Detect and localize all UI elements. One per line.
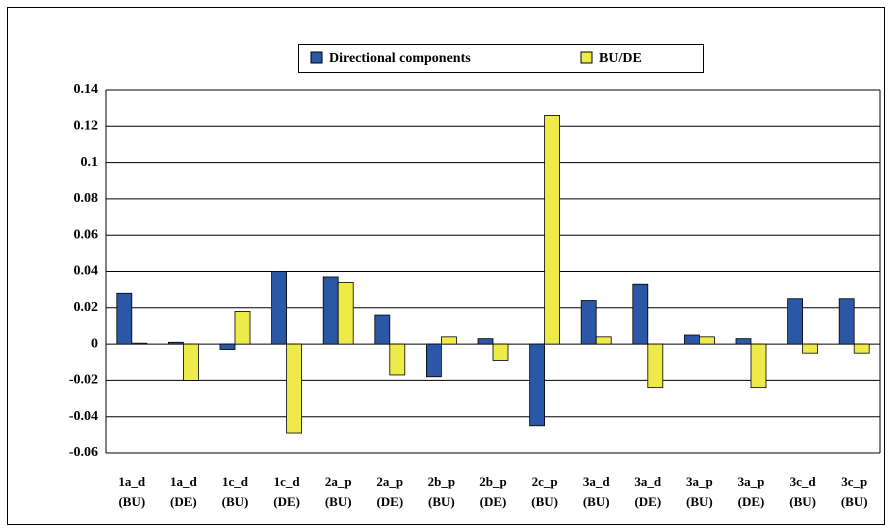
bar — [750, 343, 767, 389]
x-tick-label: 2a_p (BU) — [324, 474, 352, 509]
x-tick-label: 3a_d (DE) — [634, 474, 662, 509]
bar — [234, 311, 251, 345]
legend-marker — [580, 51, 593, 64]
x-tick-label: 1a_d (DE) — [170, 474, 197, 509]
bar — [182, 343, 199, 381]
x-tick-label: 1c_d (DE) — [273, 474, 300, 509]
bar — [802, 343, 818, 354]
y-tick-label: 0.1 — [81, 155, 99, 170]
bar — [787, 298, 803, 345]
bar — [219, 343, 236, 350]
bar — [632, 283, 649, 345]
x-tick-label: 3a_p (DE) — [737, 474, 765, 509]
bar — [425, 343, 442, 378]
bar — [853, 343, 870, 354]
y-tick-label: -0.04 — [69, 409, 98, 424]
bar — [440, 336, 457, 345]
x-tick-label: 3a_d (BU) — [582, 474, 610, 509]
y-tick-label: -0.02 — [69, 373, 98, 388]
x-tick-label: 2b_p (BU) — [427, 474, 456, 509]
bar — [529, 343, 545, 427]
bar — [838, 298, 855, 345]
x-tick-label: 3c_p (BU) — [840, 474, 868, 509]
y-tick-label: 0.12 — [74, 119, 99, 134]
bar — [492, 343, 509, 361]
chart-border — [7, 7, 885, 525]
x-tick-label: 3c_d (BU) — [789, 474, 816, 509]
legend-box — [298, 44, 704, 73]
x-tick-label: 2b_p (DE) — [479, 474, 507, 509]
bar — [699, 336, 715, 345]
bar — [116, 292, 133, 345]
bar — [374, 314, 391, 345]
bar — [580, 300, 597, 345]
bar — [647, 343, 664, 389]
bar — [544, 115, 560, 345]
y-tick-label: -0.06 — [69, 445, 98, 460]
y-tick-label: 0.06 — [74, 227, 99, 242]
bar — [389, 343, 406, 376]
y-tick-label: 0.14 — [74, 82, 99, 97]
x-tick-label: 1c_d (BU) — [221, 474, 249, 509]
bar — [322, 276, 339, 345]
x-tick-label: 1a_d (BU) — [118, 474, 146, 509]
bar — [684, 334, 700, 345]
bar — [167, 341, 184, 345]
legend-label: BU/DE — [599, 51, 642, 66]
x-tick-label: 2c_p (BU) — [531, 474, 558, 509]
x-tick-label: 2a_p (DE) — [376, 474, 404, 509]
y-tick-label: 0.08 — [74, 191, 99, 206]
bar — [477, 338, 494, 345]
y-tick-label: 0.04 — [74, 264, 99, 279]
bar — [595, 336, 612, 345]
legend-marker — [310, 51, 323, 64]
bar — [131, 342, 148, 345]
y-tick-label: 0 — [91, 336, 98, 351]
x-tick-label: 3a_p (BU) — [686, 474, 713, 509]
legend-label: Directional components — [329, 51, 471, 66]
bar — [271, 271, 288, 345]
bar — [286, 343, 303, 434]
y-tick-label: 0.02 — [74, 300, 99, 315]
bar — [337, 281, 354, 345]
bar — [735, 338, 752, 345]
